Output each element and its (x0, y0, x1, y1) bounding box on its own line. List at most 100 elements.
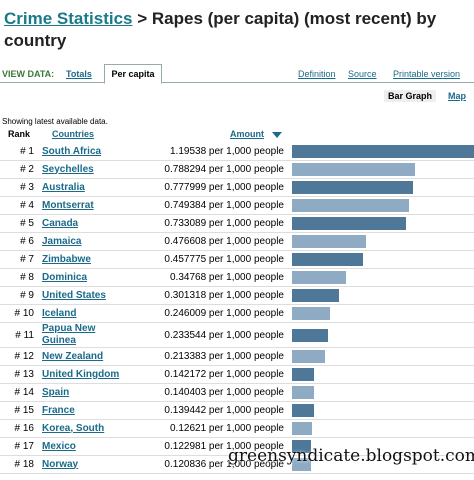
bar (292, 386, 314, 399)
bar (292, 145, 474, 158)
amount: 1.19538 per 1,000 people (144, 146, 284, 157)
table-row: # 4 Montserrat 0.749384 per 1,000 people (0, 197, 474, 215)
table-row: # 10 Iceland 0.246009 per 1,000 people (0, 305, 474, 323)
column-header: Rank (8, 129, 31, 139)
amount-value: 0.749384 (164, 200, 207, 211)
crime-stats-link[interactable]: Crime Statistics (4, 9, 133, 28)
country-link[interactable]: Australia (42, 181, 85, 193)
country-link[interactable]: Seychelles (42, 163, 94, 175)
bar (292, 440, 312, 453)
amount-unit: per 1,000 people (208, 441, 284, 452)
country-link[interactable]: Dominica (42, 271, 88, 283)
amount-unit: per 1,000 people (208, 146, 284, 157)
country-link[interactable]: Zimbabwe (42, 253, 91, 265)
rank: # 2 (20, 164, 34, 175)
note: Showing latest available data. (2, 117, 108, 126)
amount-value: 0.34768 (169, 272, 207, 283)
amount-value: 1.19538 (169, 146, 207, 157)
page-title: Crime Statistics > Rapes (per capita) (m… (4, 8, 444, 52)
bar (292, 181, 414, 194)
link[interactable]: Source (348, 69, 377, 79)
rank: # 5 (20, 218, 34, 229)
bar-track (292, 458, 474, 471)
table-row: # 16 Korea, South 0.12621 per 1,000 people (0, 420, 474, 438)
bar (292, 235, 367, 248)
amount: 0.34768 per 1,000 people (144, 272, 284, 283)
country-link[interactable]: South Africa (42, 145, 102, 157)
amount-value: 0.246009 (164, 308, 207, 319)
bar (292, 404, 314, 417)
country-link[interactable]: Korea, South (42, 422, 105, 434)
table-row: # 1 South Africa 1.19538 per 1,000 people (0, 143, 474, 161)
amount-value: 0.12621 (169, 423, 207, 434)
bar-track (292, 217, 474, 230)
rank: # 12 (14, 351, 34, 362)
rank: # 15 (14, 405, 34, 416)
amount-unit: per 1,000 people (208, 164, 284, 175)
amount-value: 0.139442 (164, 405, 207, 416)
title-text: > Rapes (per capita) (most recent) by co… (4, 9, 437, 50)
rank: # 7 (20, 254, 34, 265)
country-link[interactable]: Norway (42, 458, 79, 470)
country-link[interactable]: Papua New Guinea (42, 323, 96, 346)
country-link[interactable]: Jamaica (42, 235, 82, 247)
amount-unit: per 1,000 people (208, 200, 284, 211)
country-link[interactable]: United States (42, 289, 106, 301)
rank: # 17 (14, 441, 34, 452)
bar-track (292, 386, 474, 399)
tab[interactable]: Totals (66, 69, 92, 79)
bar (292, 217, 407, 230)
amount-unit: per 1,000 people (208, 182, 284, 193)
column-header[interactable]: Amount (230, 129, 264, 139)
amount-value: 0.476608 (164, 236, 207, 247)
table-row: # 17 Mexico 0.122981 per 1,000 people (0, 438, 474, 456)
bar-track (292, 307, 474, 320)
rank: # 11 (15, 329, 34, 341)
bar (292, 253, 364, 266)
amount: 0.457775 per 1,000 people (144, 254, 284, 265)
column-header[interactable]: Countries (52, 129, 95, 139)
amount-value: 0.122981 (164, 441, 207, 452)
amount: 0.140403 per 1,000 people (144, 387, 284, 398)
amount-unit: per 1,000 people (208, 351, 284, 362)
link[interactable]: Definition (298, 69, 336, 79)
link[interactable]: Printable version (393, 69, 461, 79)
country-link[interactable]: Spain (42, 386, 70, 398)
bar-track (292, 253, 474, 266)
subtab-selected[interactable]: Bar Graph (384, 90, 437, 102)
table-row: # 7 Zimbabwe 0.457775 per 1,000 people (0, 251, 474, 269)
country-link[interactable]: United Kingdom (42, 368, 120, 380)
amount: 0.246009 per 1,000 people (144, 308, 284, 319)
table-row: # 14 Spain 0.140403 per 1,000 people (0, 384, 474, 402)
table-row: # 3 Australia 0.777999 per 1,000 people (0, 179, 474, 197)
amount: 0.122981 per 1,000 people (144, 441, 284, 452)
rank: # 4 (20, 200, 34, 211)
bar-track (292, 368, 474, 381)
tab-selected[interactable]: Per capita (104, 64, 162, 84)
amount: 0.733089 per 1,000 people (144, 218, 284, 229)
bar-track (292, 145, 474, 158)
rank: # 13 (14, 369, 34, 380)
bar-track (292, 289, 474, 302)
country-link[interactable]: France (42, 404, 75, 416)
amount-value: 0.733089 (164, 218, 207, 229)
amount-value: 0.120836 (164, 459, 207, 470)
country-link[interactable]: New Zealand (42, 350, 104, 362)
bar (292, 199, 409, 212)
country-link[interactable]: Iceland (42, 307, 77, 319)
amount: 0.213383 per 1,000 people (144, 351, 284, 362)
country-link[interactable]: Mexico (42, 440, 76, 452)
country-link[interactable]: Canada (42, 217, 79, 229)
table-row: # 12 New Zealand 0.213383 per 1,000 people (0, 348, 474, 366)
amount-unit: per 1,000 people (208, 405, 284, 416)
bar (292, 271, 347, 284)
sort-arrow (272, 132, 282, 138)
rank: # 6 (20, 236, 34, 247)
amount-value: 0.301318 (164, 290, 207, 301)
bar-track (292, 328, 474, 342)
subtab[interactable]: Map (448, 91, 466, 101)
country-link[interactable]: Montserrat (42, 199, 94, 211)
table-row: # 5 Canada 0.733089 per 1,000 people (0, 215, 474, 233)
rank: # 14 (14, 387, 34, 398)
amount-unit: per 1,000 people (208, 272, 284, 283)
